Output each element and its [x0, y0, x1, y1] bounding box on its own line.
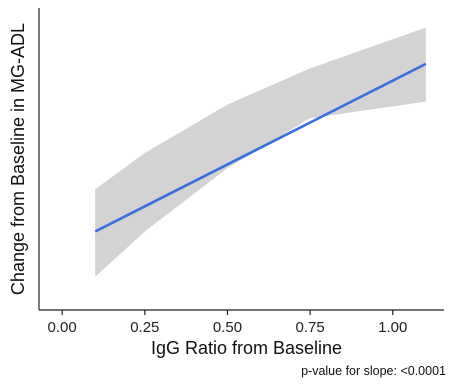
y-axis-title: Change from Baseline in MG-ADL — [8, 23, 28, 295]
x-ticks: 0.00 0.25 0.50 0.75 1.00 — [48, 310, 407, 336]
x-tick-label: 0.50 — [213, 319, 242, 336]
confidence-band-layer — [95, 27, 426, 277]
x-tick-label: 0.00 — [48, 319, 77, 336]
x-tick-label: 0.75 — [296, 319, 325, 336]
x-axis-title: IgG Ratio from Baseline — [151, 338, 342, 358]
regression-line-layer — [94, 62, 427, 233]
p-value-annotation: p-value for slope: <0.0001 — [301, 364, 446, 378]
x-tick-label: 0.25 — [130, 319, 159, 336]
x-tick-label: 1.00 — [378, 319, 407, 336]
confidence-band — [95, 27, 426, 277]
regression-line — [94, 62, 427, 233]
